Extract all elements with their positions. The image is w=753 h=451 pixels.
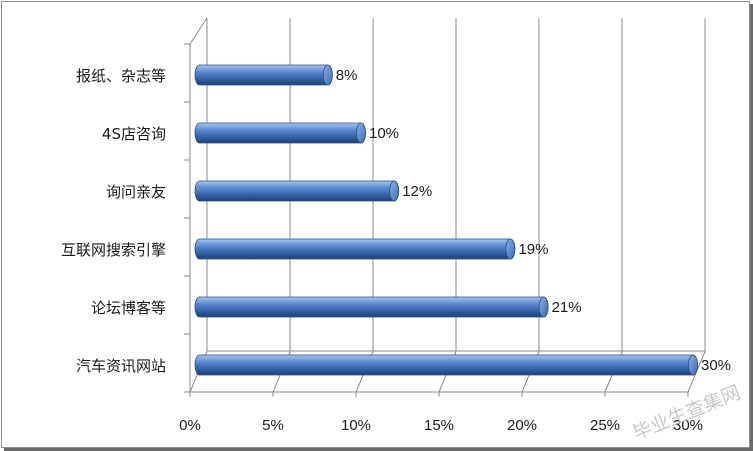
category-label: 论坛博客等 [91, 299, 166, 317]
data-label: 8% [336, 67, 358, 84]
bar [194, 64, 333, 86]
x-tick-label: 0% [179, 417, 201, 434]
category-label: 互联网搜索引擎 [61, 241, 166, 259]
category-label: 汽车资讯网站 [76, 357, 166, 375]
x-tick-label: 10% [341, 417, 371, 434]
x-tick-label: 25% [590, 417, 620, 434]
x-tick-label: 5% [262, 417, 284, 434]
bar-layer [194, 64, 698, 376]
bar [194, 180, 400, 202]
x-tick-label: 20% [507, 417, 537, 434]
bar-cap [389, 180, 400, 202]
data-label: 19% [518, 241, 548, 258]
bar-cap [322, 64, 333, 86]
data-label: 21% [552, 299, 582, 316]
category-label: 报纸、杂志等 [76, 67, 166, 85]
bar [194, 354, 698, 376]
x-tick-label: 30% [673, 417, 703, 434]
x-tick-label: 15% [424, 417, 454, 434]
bar [194, 238, 516, 260]
bar [194, 296, 549, 318]
data-label: 30% [701, 357, 731, 374]
watermark-text: 毕业生查集网 [630, 382, 744, 445]
bar-cap [538, 296, 549, 318]
wall-top-edge [189, 17, 208, 45]
label-layer: 0% 5% 10% 15% 20% 25% 30% 8% 报纸、杂志等 10% 4S店咨询 12% 询问… [61, 67, 731, 434]
category-label: 询问亲友 [106, 183, 166, 201]
bar-cap [356, 122, 366, 144]
data-label: 10% [369, 125, 399, 142]
bar [194, 122, 366, 144]
data-label: 12% [402, 183, 432, 200]
bar-cap [505, 238, 516, 260]
category-label: 4S店咨询 [102, 125, 166, 143]
bar-cap [688, 354, 698, 376]
